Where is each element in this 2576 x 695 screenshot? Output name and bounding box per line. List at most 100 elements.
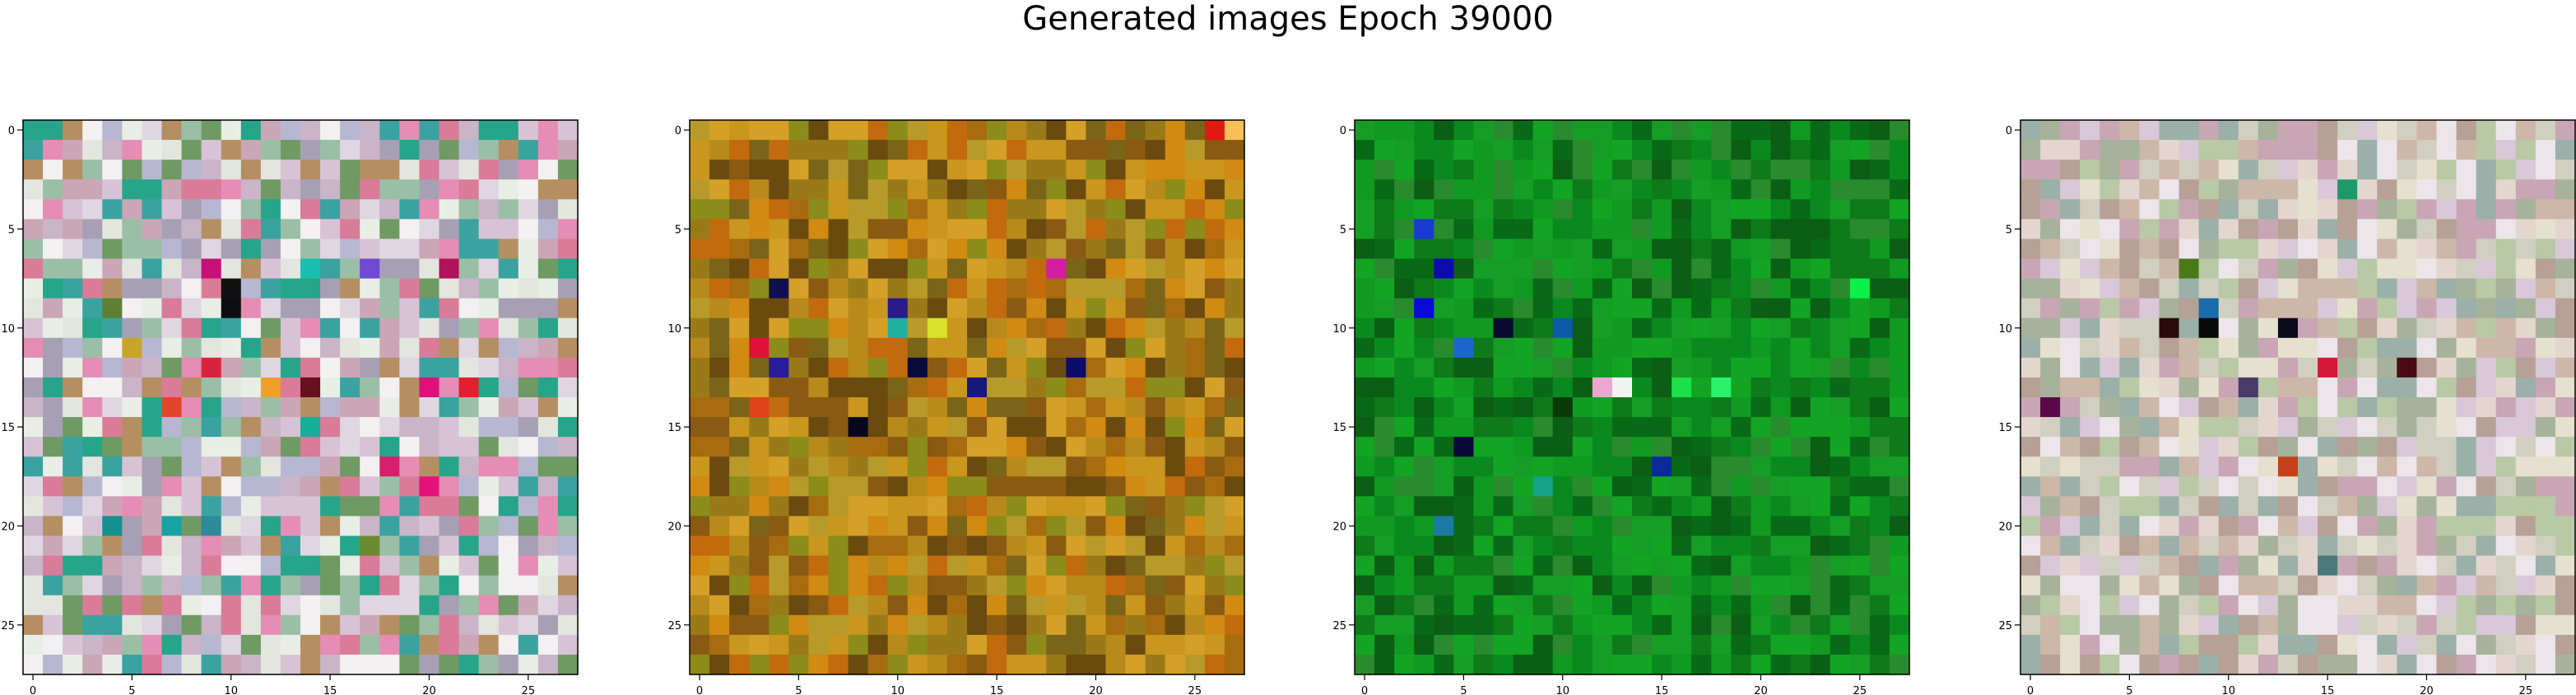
image-pixel: [23, 476, 44, 497]
image-pixel: [1453, 535, 1475, 557]
image-pixel: [1414, 199, 1434, 220]
image-pixel: [1086, 397, 1107, 418]
image-pixel: [419, 437, 440, 457]
image-pixel: [709, 555, 730, 577]
image-pixel: [221, 535, 242, 557]
image-pixel: [2495, 120, 2517, 141]
image-pixel: [2298, 179, 2318, 200]
image-pixel: [1007, 496, 1027, 517]
image-pixel: [2416, 317, 2438, 339]
image-pixel: [2020, 456, 2041, 477]
image-pixel: [181, 654, 202, 675]
image-pixel: [1572, 239, 1593, 260]
image-pixel: [1592, 298, 1613, 319]
image-pixel: [2257, 417, 2279, 438]
image-pixel: [360, 614, 380, 636]
image-pixel: [142, 120, 163, 141]
image-pixel: [2238, 219, 2259, 240]
y-tick-label: 10: [1332, 323, 1346, 336]
image-pixel: [537, 535, 559, 557]
image-pixel: [1552, 140, 1574, 160]
image-pixel: [1046, 317, 1067, 339]
image-pixel: [2159, 397, 2180, 418]
image-pixel: [43, 239, 63, 260]
image-pixel: [709, 437, 730, 457]
image-pixel: [709, 357, 730, 378]
image-pixel: [1473, 120, 1495, 141]
image-pixel: [987, 555, 1007, 577]
image-pixel: [729, 298, 750, 319]
image-pixel: [2277, 140, 2299, 160]
image-pixel: [1889, 179, 1910, 200]
image-pixel: [1770, 456, 1792, 477]
image-pixel: [2238, 496, 2259, 517]
image-pixel: [1830, 437, 1851, 457]
image-pixel: [1592, 160, 1613, 180]
image-pixel: [2318, 397, 2338, 418]
image-pixel: [320, 535, 341, 557]
image-pixel: [1066, 160, 1087, 180]
image-pixel: [1105, 555, 1127, 577]
image-pixel: [1691, 377, 1712, 398]
image-pixel: [946, 535, 968, 557]
image-pixel: [1355, 199, 1375, 220]
image-pixel: [1711, 239, 1732, 260]
image-pixel: [1165, 120, 1186, 141]
image-pixel: [1224, 120, 1245, 141]
image-pixel: [967, 179, 988, 200]
image-pixel: [518, 219, 539, 240]
image-pixel: [1770, 337, 1792, 359]
image-pixel: [2298, 476, 2318, 497]
image-pixel: [1592, 595, 1613, 616]
image-pixel: [280, 199, 301, 220]
image-pixel: [2515, 595, 2536, 616]
image-pixel: [2298, 614, 2318, 636]
image-pixel: [102, 516, 123, 537]
image-pixel: [828, 614, 849, 636]
image-pixel: [2178, 258, 2200, 280]
image-pixel: [2436, 575, 2457, 596]
image-pixel: [1007, 160, 1027, 180]
image-pixel: [749, 575, 770, 596]
image-pixel: [1652, 377, 1672, 398]
image-pixel: [1810, 397, 1831, 418]
image-pixel: [1592, 199, 1613, 220]
image-pixel: [2238, 535, 2259, 557]
image-pixel: [1086, 595, 1107, 616]
image-pixel: [1026, 595, 1047, 616]
image-pixel: [1830, 179, 1851, 200]
image-pixel: [967, 535, 988, 557]
image-pixel: [1889, 317, 1910, 339]
image-pixel: [320, 634, 341, 656]
image-pixel: [2139, 654, 2160, 675]
image-pixel: [1691, 614, 1712, 636]
image-pixel: [967, 614, 988, 636]
image-pixel: [142, 555, 163, 577]
image-pixel: [1711, 357, 1732, 378]
image-pixel: [848, 437, 869, 457]
image-pixel: [1026, 140, 1047, 160]
image-pixel: [2198, 377, 2220, 398]
image-pixel: [2476, 199, 2497, 220]
image-pixel: [1869, 337, 1890, 359]
image-pixel: [927, 298, 948, 319]
image-pixel: [867, 337, 889, 359]
image-pixel: [2119, 595, 2141, 616]
image-pixel: [82, 298, 103, 319]
image-pixel: [161, 179, 183, 200]
image-pixel: [2238, 258, 2259, 280]
image-pixel: [23, 278, 44, 299]
image-pixel: [769, 179, 789, 200]
image-pixel: [927, 140, 948, 160]
image-pixel: [419, 298, 440, 319]
image-pixel: [1066, 179, 1087, 200]
image-pixel: [458, 120, 480, 141]
image-pixel: [102, 317, 123, 339]
image-pixel: [1611, 179, 1633, 200]
image-pixel: [927, 437, 948, 457]
image-pixel: [419, 496, 440, 517]
image-pixel: [1652, 317, 1672, 339]
image-pixel: [1552, 634, 1574, 656]
image-pixel: [1434, 140, 1454, 160]
image-pixel: [828, 377, 849, 398]
